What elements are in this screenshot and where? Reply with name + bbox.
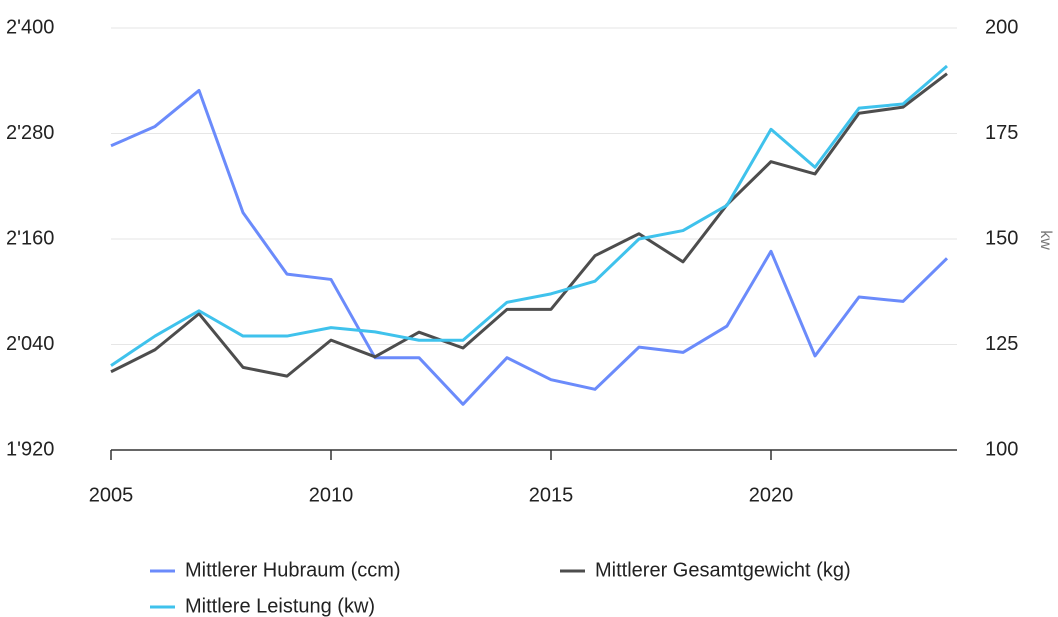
y2-tick-label: 175 <box>985 122 1018 144</box>
y-tick-label: 2'280 <box>6 122 54 144</box>
x-tick-label: 2010 <box>309 484 354 506</box>
y-tick-label: 2'160 <box>6 227 54 249</box>
y-tick-label: 1'920 <box>6 438 54 460</box>
y-tick-label: 2'400 <box>6 16 54 38</box>
y2-axis-title: kw <box>1037 230 1054 250</box>
legend-label: Mittlere Leistung (kw) <box>185 595 375 617</box>
x-tick-label: 2005 <box>89 484 134 506</box>
y2-tick-label: 125 <box>985 333 1018 355</box>
y2-tick-label: 100 <box>985 438 1018 460</box>
series-line <box>110 64 948 367</box>
y2-tick-label: 200 <box>985 16 1018 38</box>
y-tick-label: 2'040 <box>6 333 54 355</box>
series-line <box>110 72 948 378</box>
legend-label: Mittlerer Gesamtgewicht (kg) <box>595 559 851 581</box>
x-tick-label: 2015 <box>529 484 574 506</box>
x-tick-label: 2020 <box>749 484 794 506</box>
series-line <box>110 88 949 406</box>
legend-label: Mittlerer Hubraum (ccm) <box>185 559 401 581</box>
y2-tick-label: 150 <box>985 227 1018 249</box>
